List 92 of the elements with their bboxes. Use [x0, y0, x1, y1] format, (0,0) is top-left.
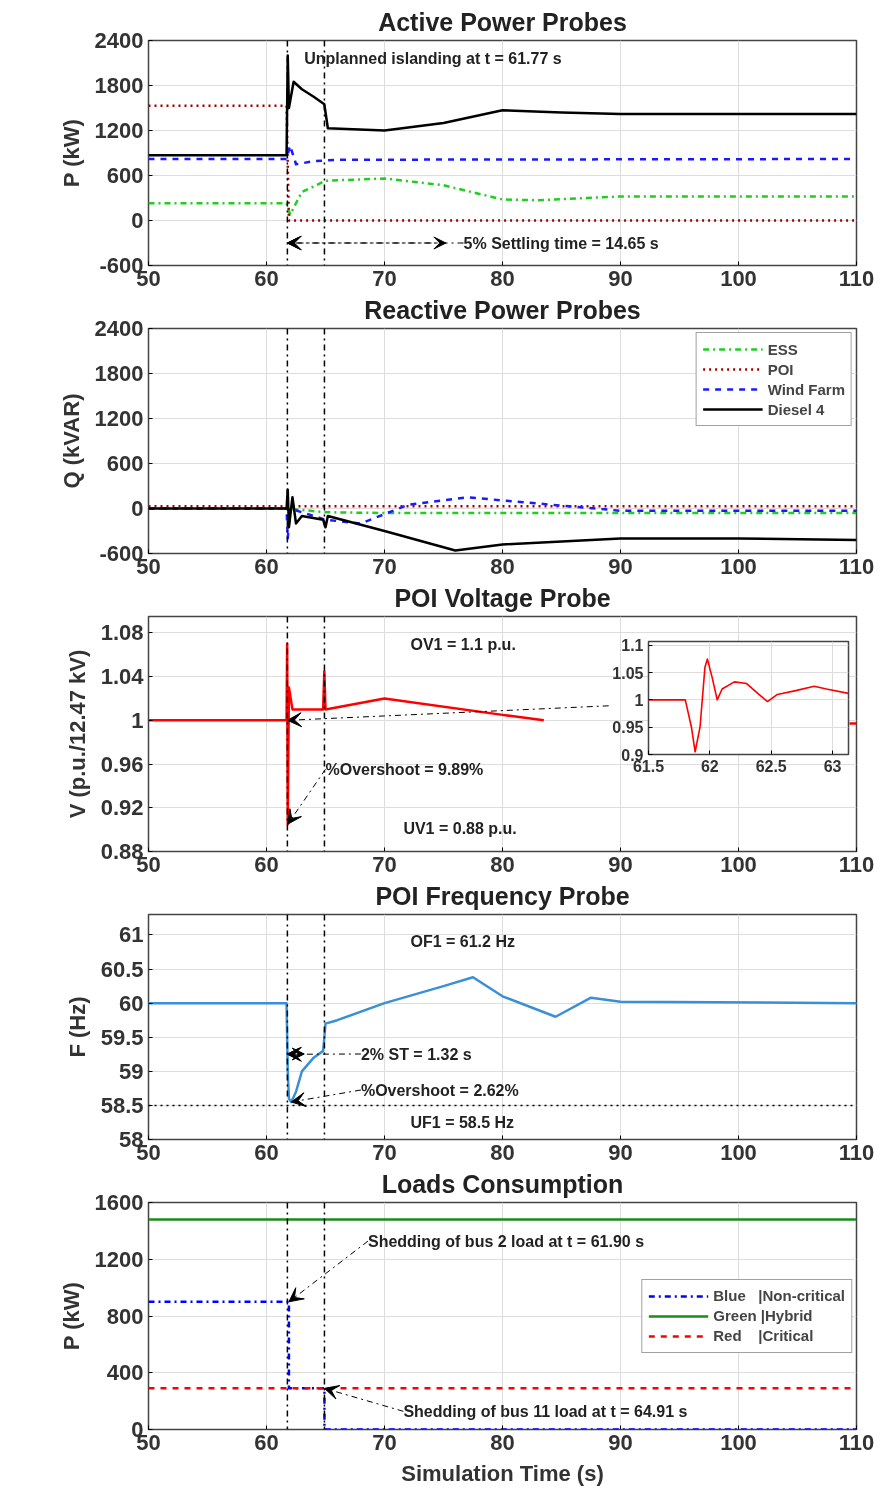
y-tick-label: 1 [131, 707, 144, 733]
line-series [148, 177, 857, 216]
x-tick-label: 80 [490, 1139, 515, 1165]
x-tick-label: 60 [254, 553, 279, 579]
y-tick-label: 1800 [94, 73, 144, 98]
x-axis-title: Simulation Time (s) [401, 1460, 604, 1486]
y-tick-label: 600 [106, 163, 144, 188]
annotation: 5% Settling time = 14.65 s [463, 234, 659, 252]
x-tick-label: 90 [608, 265, 633, 291]
y-tick-label: 1200 [94, 1246, 144, 1272]
x-tick-label: 60 [254, 1139, 279, 1165]
x-tick-label: 110 [838, 553, 875, 579]
x-tick-label: 100 [720, 265, 757, 291]
legend-label: Wind Farm [767, 379, 845, 399]
y-tick-label: 1200 [94, 118, 144, 143]
legend-label: Blue |Non-critical [713, 1286, 845, 1306]
y-tick-label: 60.5 [100, 956, 144, 982]
annotation: OV1 = 1.1 p.u. [410, 636, 516, 654]
annotation: Unplanned islanding at t = 61.77 s [304, 50, 562, 67]
chart-title: POI Frequency Probe [375, 881, 630, 910]
y-tick-label: 800 [106, 1303, 144, 1329]
x-tick-label: 70 [372, 1139, 397, 1165]
y-axis-title: P (kW) [58, 1282, 84, 1351]
chart-title: POI Voltage Probe [394, 583, 611, 612]
y-tick-label: 2400 [94, 28, 144, 53]
x-tick-label: 110 [838, 1429, 875, 1455]
y-tick-label: 1 [634, 691, 644, 709]
x-tick-label: 60 [254, 1429, 279, 1455]
legend-label: POI [767, 359, 794, 379]
x-tick-label: 90 [608, 1429, 633, 1455]
y-tick-label: 1.08 [100, 620, 144, 646]
y-axis-title: P (kW) [58, 119, 84, 188]
y-tick-label: 0.96 [100, 751, 144, 777]
annotation: UV1 = 0.88 p.u. [403, 819, 517, 837]
legend-label: Red |Critical [713, 1326, 814, 1346]
annotation: Shedding of bus 2 load at t = 61.90 s [367, 1232, 645, 1250]
x-tick-label: 110 [838, 851, 875, 877]
x-tick-label: 100 [720, 851, 757, 877]
y-tick-label: 0.95 [612, 719, 644, 737]
x-tick-label: 100 [720, 553, 757, 579]
annotation: %Overshoot = 9.89% [325, 760, 484, 778]
x-tick-label: 110 [838, 265, 875, 291]
annotation: Shedding of bus 11 load at t = 64.91 s [403, 1402, 688, 1420]
x-tick-label: 80 [490, 553, 515, 579]
ref-line-label: UF1 = 58.5 Hz [410, 1113, 515, 1131]
x-tick-label: 80 [490, 265, 515, 291]
chart-title: Loads Consumption [381, 1169, 624, 1198]
x-tick-label: 62 [700, 757, 719, 775]
x-tick-label: 100 [720, 1429, 757, 1455]
x-tick-label: 90 [608, 1139, 633, 1165]
chart-title: Reactive Power Probes [364, 295, 641, 324]
y-tick-label: 600 [106, 451, 144, 476]
y-tick-label: 1.05 [612, 664, 644, 682]
legend-label: Diesel 4 [767, 399, 825, 419]
annotation: 2% ST = 1.32 s [360, 1045, 472, 1063]
y-axis-title: V (p.u./12.47 kV) [64, 649, 90, 819]
y-tick-label: 1200 [94, 406, 144, 431]
y-tick-label: 58.5 [100, 1092, 144, 1118]
y-tick-label: 61 [119, 922, 144, 948]
y-tick-label: 0 [131, 496, 144, 521]
legend-label: ESS [767, 339, 798, 359]
y-tick-label: 59.5 [100, 1024, 144, 1050]
y-tick-label: 1600 [94, 1190, 144, 1215]
y-tick-label: 400 [106, 1360, 144, 1386]
x-tick-label: 80 [490, 851, 515, 877]
y-axis-title: Q (kVAR) [58, 393, 84, 489]
y-tick-label: 59 [119, 1058, 144, 1084]
x-tick-label: 70 [372, 265, 397, 291]
x-tick-label: 63 [823, 757, 842, 775]
annotation: OF1 = 61.2 Hz [410, 933, 515, 950]
y-tick-label: 0.92 [100, 795, 144, 821]
chart-title: Active Power Probes [378, 7, 627, 36]
y-tick-label: 1.1 [621, 637, 644, 655]
y-tick-label: 60 [119, 990, 144, 1016]
x-tick-label: 90 [608, 553, 633, 579]
y-tick-label: 1800 [94, 361, 144, 386]
y-axis-title: F (Hz) [64, 996, 90, 1058]
x-tick-label: 70 [372, 851, 397, 877]
x-tick-label: 62.5 [755, 757, 787, 775]
x-tick-label: 110 [838, 1139, 875, 1165]
y-tick-label: 2400 [94, 316, 144, 341]
y-tick-label: 0 [131, 208, 144, 233]
x-tick-label: 60 [254, 851, 279, 877]
legend-label: Green |Hybrid [713, 1306, 813, 1326]
x-tick-label: 70 [372, 1429, 397, 1455]
y-tick-label: 1.04 [100, 664, 145, 690]
x-tick-label: 90 [608, 851, 633, 877]
x-tick-label: 80 [490, 1429, 515, 1455]
x-tick-label: 100 [720, 1139, 757, 1165]
x-tick-label: 70 [372, 553, 397, 579]
annotation: %Overshoot = 2.62% [360, 1081, 519, 1099]
x-tick-label: 60 [254, 265, 279, 291]
